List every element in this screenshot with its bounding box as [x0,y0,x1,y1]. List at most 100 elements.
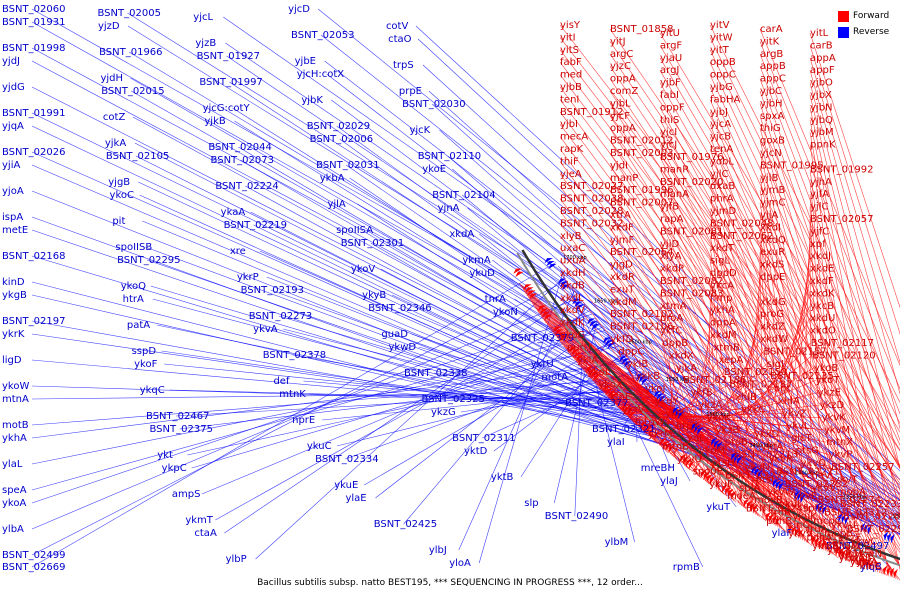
reverse-connector [31,164,855,519]
forward-gene-label: xkdP [660,264,684,275]
forward-gene-label: yjbB [560,82,582,93]
forward-gene-arrow [640,421,648,429]
forward-gene-label: xkdJ [810,251,831,262]
reverse-connector [422,64,900,501]
reverse-gene-arrow [887,532,892,543]
forward-gene-label: yjgD [610,260,633,271]
forward-gene-label: yjkA [676,363,697,374]
reverse-gene-label: ampS [172,489,201,500]
reverse-gene-arrow [675,409,682,417]
reverse-gene-label: ykhA [2,433,27,444]
forward-connector [673,347,714,458]
backbone-outer [516,252,900,567]
forward-gene-label: manP [610,173,638,184]
forward-connector [567,351,740,489]
reverse-gene-arrow [621,358,630,365]
forward-connector [659,94,900,527]
forward-gene-label: yjfA [810,189,829,200]
forward-connector [559,161,861,567]
forward-gene-label: dppD [710,268,737,279]
forward-gene-label: ylbH [839,549,862,560]
forward-gene-label: ykvE [793,491,817,502]
forward-gene-label: BSNT_02186 [683,375,746,386]
forward-gene-label: yitI [560,32,576,43]
reverse-gene-label: ykvA [253,324,278,335]
reverse-gene-label: yjcG:cotY [203,103,251,114]
forward-gene-label: splA [739,483,760,494]
forward-gene-label: argC [610,49,633,60]
reverse-gene-arrow [736,456,743,465]
reverse-gene-label: ykoN [493,307,518,318]
forward-gene-arrow [513,268,522,274]
forward-connector [659,107,900,547]
reverse-gene-label: ylbA [2,524,24,535]
forward-connector [809,132,890,577]
forward-gene-label: ykcB [810,301,834,312]
reverse-connector [187,358,631,456]
forward-gene-label: xkdM [610,297,637,308]
forward-gene-arrow [834,546,840,556]
forward-gene-label: ykrM [648,429,672,440]
reverse-gene-label: BSNT_01931 [2,17,65,28]
forward-gene-label: yjaU [660,53,682,64]
reverse-gene-arrow [819,503,825,513]
forward-gene-label: rapA [660,214,684,225]
reverse-gene-label: BSNT_02273 [249,311,312,322]
forward-gene-arrow [626,408,634,416]
tick-label: 1300 kbp [892,514,900,520]
reverse-gene-arrow [794,490,800,500]
forward-gene-label: BSNT_02280 [843,512,900,523]
forward-gene-arrow [605,387,614,395]
reverse-gene-label: rpmB [673,562,700,573]
reverse-gene-label: ykyB [362,290,386,301]
forward-connector [682,351,764,465]
forward-gene-label: ykoK [707,412,731,423]
reverse-gene-label: kinD [2,277,25,288]
forward-connector [596,384,663,447]
reverse-connector [164,363,691,418]
reverse-gene-label: yjoA [2,186,24,197]
reverse-connector [31,376,648,426]
forward-gene-label: xkdK [560,318,585,329]
forward-gene-label: ykvW [767,487,795,498]
forward-gene-label: xkdH [560,268,586,279]
forward-gene-label: proB [725,437,748,448]
reverse-gene-arrow [605,339,613,347]
forward-connector [809,181,850,562]
forward-gene-label: yitT [710,45,730,56]
reverse-gene-label: BSNT_01927 [197,51,260,62]
forward-connector [709,186,829,553]
forward-gene-label: BSNT_02083 [660,288,723,299]
forward-gene-label: ykhA [710,305,735,316]
forward-connector [709,148,868,569]
reverse-gene-label: ylaL [2,459,23,470]
reverse-connector [31,255,780,481]
forward-gene-label: BSNT_02102 [610,309,673,320]
forward-gene-label: xkdO [810,326,836,337]
forward-connector [809,119,900,571]
forward-gene-arrow [750,502,756,512]
forward-gene-label: yjiB [760,173,778,184]
reverse-connector [234,120,900,535]
forward-connector [552,331,747,509]
reverse-gene-label: ykmT [185,515,213,526]
reverse-gene-label: ykqC [140,385,165,396]
genome-backbone [516,249,900,567]
reverse-gene-label: ykoW [2,381,29,392]
forward-gene-label: ykvN [745,462,770,473]
reverse-gene-arrow [711,437,718,446]
forward-gene-label: xkdV [560,305,585,316]
forward-gene-label: xkdF [610,222,634,233]
forward-gene-arrow [576,354,584,362]
forward-gene-label: yjfC [810,226,829,237]
forward-gene-label: xkdL [560,293,584,304]
forward-gene-label: BSNT_01995 [760,160,823,171]
forward-gene-label: ykoL [587,367,610,378]
forward-gene-label: xpf [810,239,826,250]
forward-connector [709,161,855,564]
forward-gene-arrow [889,567,895,578]
reverse-gene-label: ykoA [2,498,26,509]
forward-gene-arrow [682,456,690,465]
forward-gene-label: kinE [610,392,631,403]
